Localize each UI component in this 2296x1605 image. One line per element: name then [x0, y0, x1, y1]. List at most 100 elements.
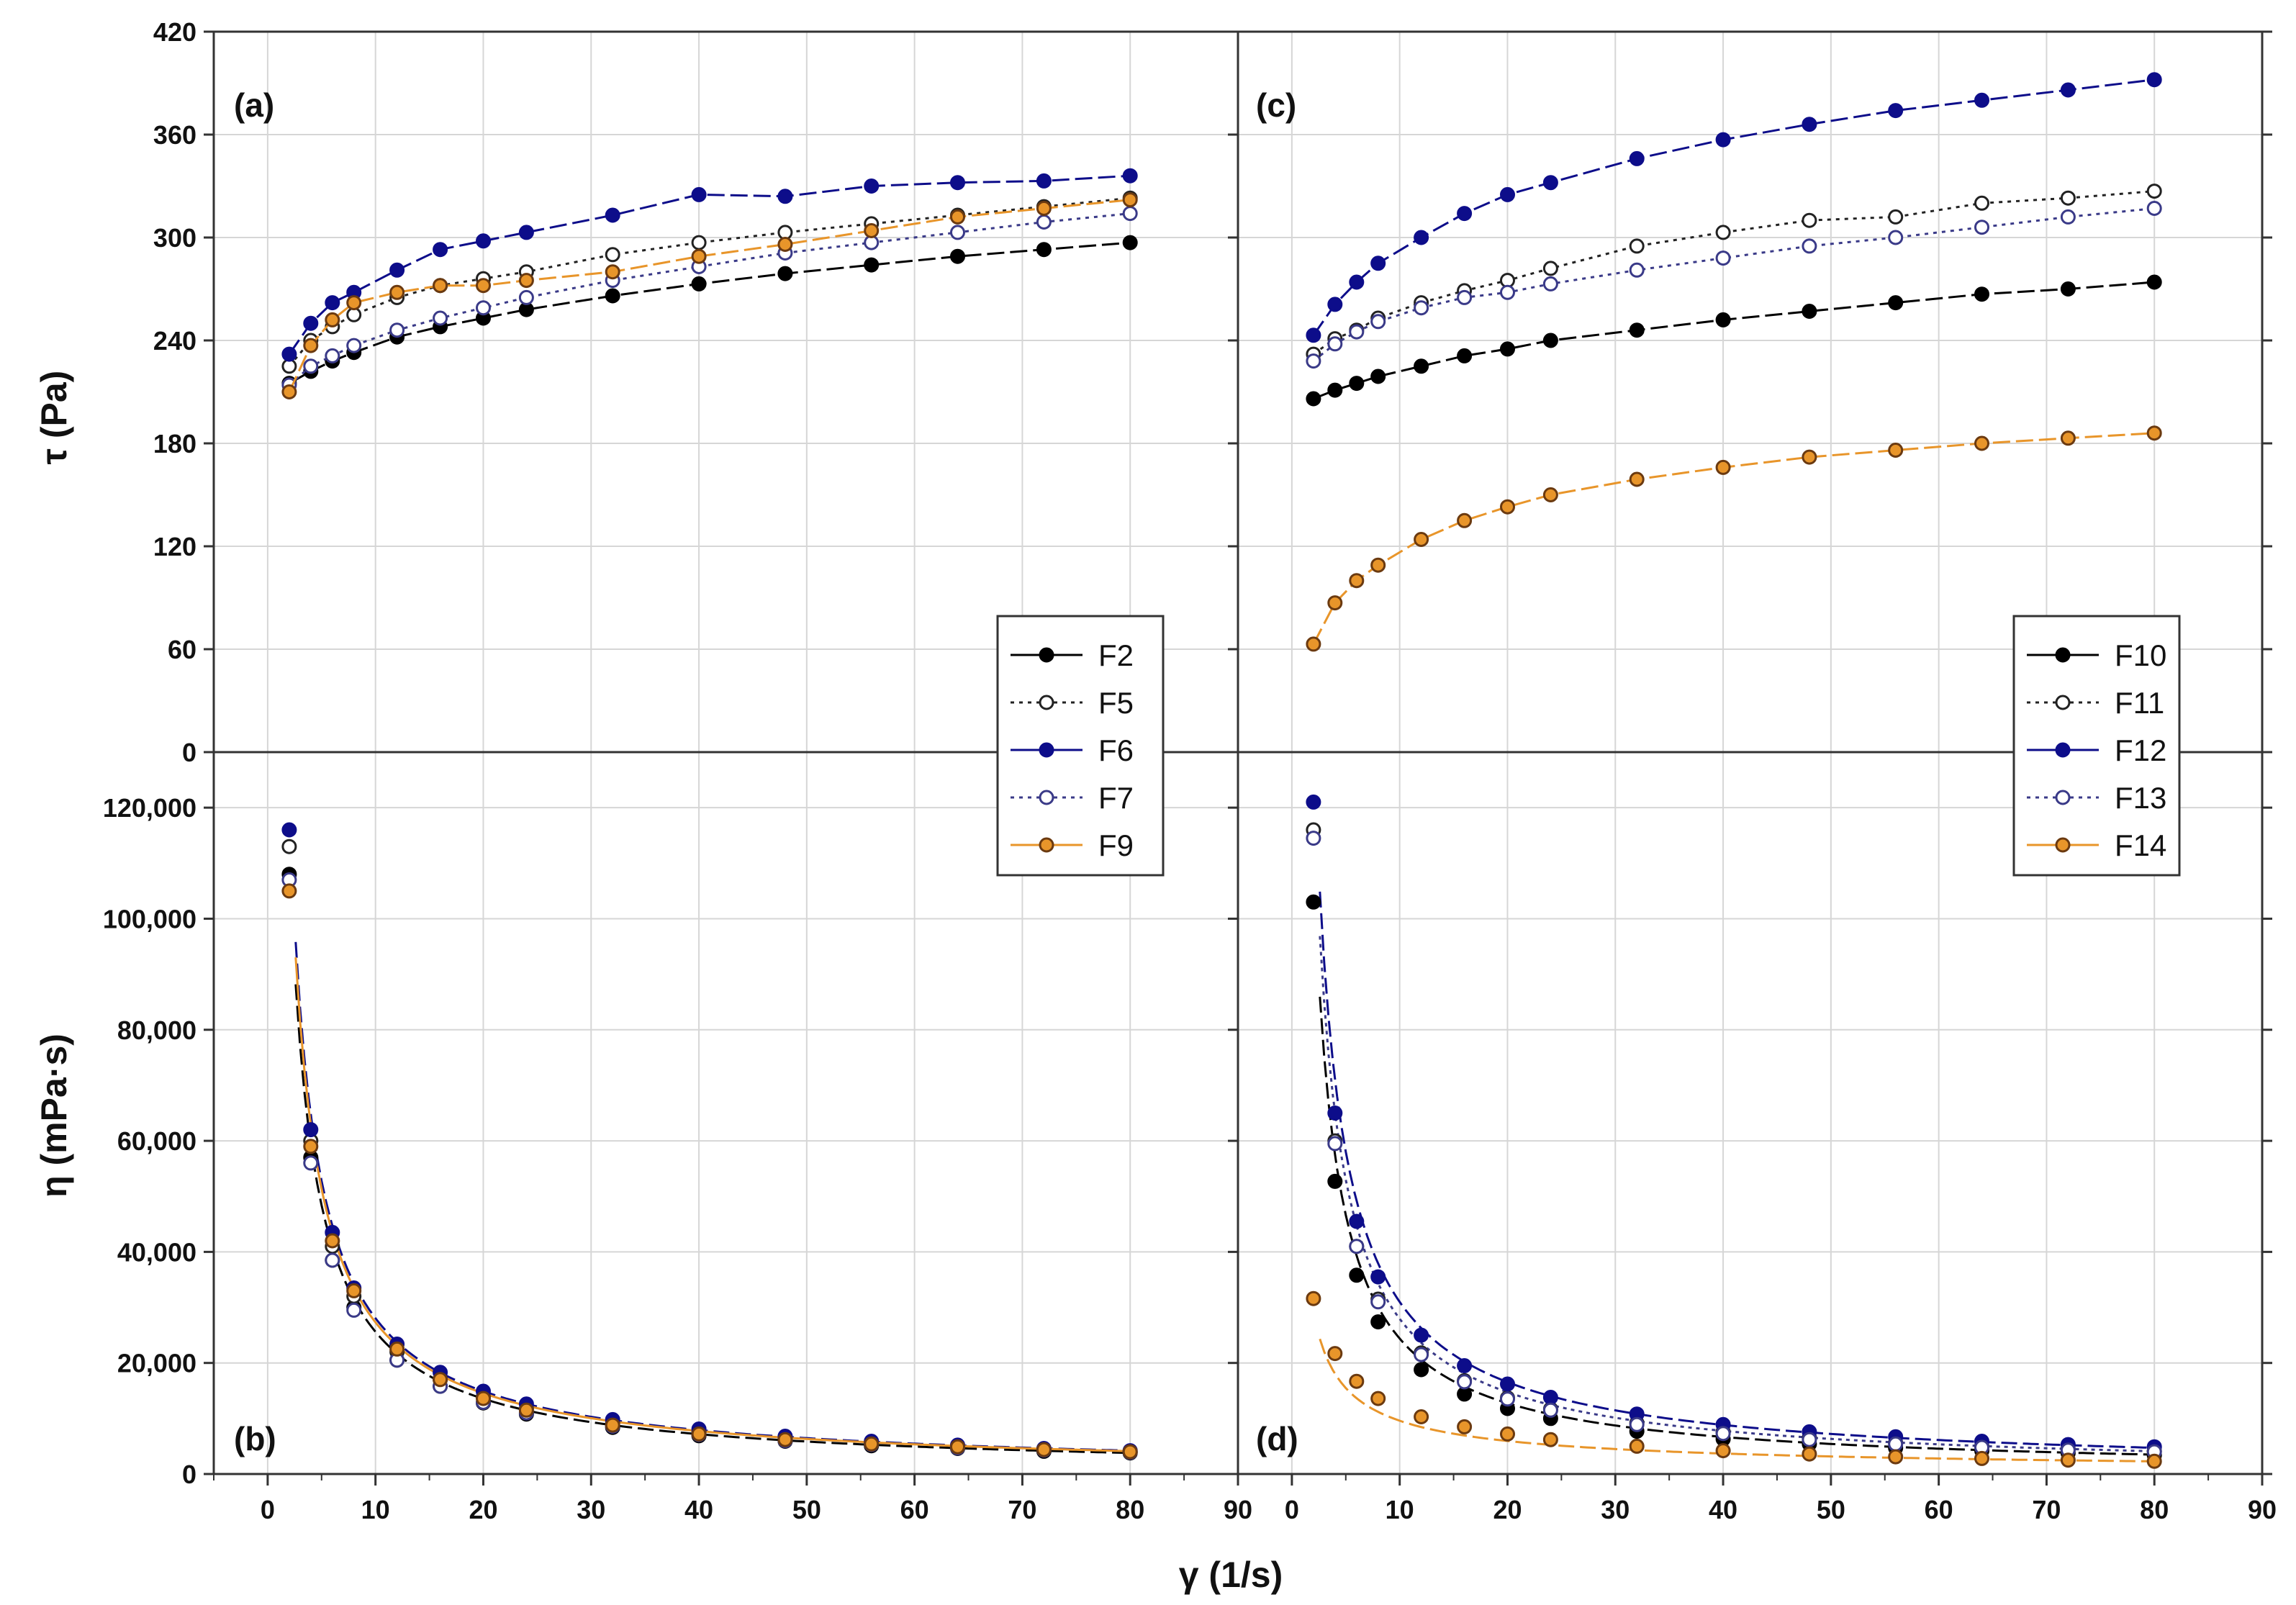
- point-c-F13-6: [1349, 324, 1365, 340]
- y-tick-label-a-360: 360: [153, 120, 196, 150]
- point-d-F10-8: [1370, 1314, 1386, 1330]
- legend-marker-F13: [2055, 790, 2071, 805]
- point-c-F10-24: [1542, 333, 1558, 348]
- point-c-F10-8: [1370, 369, 1386, 384]
- point-c-F13-32: [1629, 262, 1645, 278]
- point-a-F2-32: [605, 288, 620, 304]
- legend-marker-F2: [1039, 647, 1054, 663]
- point-b-F9-6: [325, 1233, 340, 1249]
- point-d-F14-56: [1888, 1449, 1904, 1465]
- point-d-F14-48: [1802, 1446, 1817, 1462]
- point-a-F6-64: [950, 175, 965, 191]
- point-a-F6-80: [1122, 168, 1138, 184]
- point-b-F9-8: [346, 1283, 362, 1298]
- point-c-F11-80: [2146, 184, 2162, 199]
- point-a-F2-80: [1122, 235, 1138, 250]
- point-d-F14-72: [2060, 1452, 2076, 1468]
- point-d-F12-24: [1542, 1390, 1558, 1405]
- y-tick-label-b-0: 0: [182, 1460, 196, 1489]
- point-d-F12-12: [1414, 1327, 1429, 1343]
- point-a-F9-32: [605, 264, 620, 280]
- x-tick-label-b-40: 40: [684, 1495, 713, 1524]
- point-c-F11-48: [1802, 212, 1817, 228]
- point-a-F7-4: [303, 358, 319, 374]
- point-b-F6-2: [281, 822, 297, 838]
- point-c-F10-72: [2060, 281, 2076, 297]
- point-b-F9-80: [1122, 1444, 1138, 1460]
- point-c-F14-8: [1370, 557, 1386, 573]
- point-a-F6-48: [777, 189, 793, 204]
- point-c-F11-40: [1715, 225, 1731, 240]
- point-d-F13-48: [1802, 1432, 1817, 1447]
- point-c-F13-20: [1500, 284, 1515, 300]
- point-d-F13-4: [1327, 1136, 1343, 1152]
- point-d-F13-40: [1715, 1426, 1731, 1442]
- point-c-F12-4: [1327, 297, 1343, 312]
- point-b-F9-32: [605, 1417, 620, 1433]
- point-a-F6-72: [1036, 173, 1052, 189]
- point-c-F12-24: [1542, 175, 1558, 191]
- point-b-F9-72: [1036, 1442, 1052, 1457]
- point-c-F11-64: [1974, 195, 1989, 211]
- point-d-F14-64: [1974, 1450, 1989, 1466]
- x-tick-label-d-30: 30: [1601, 1495, 1630, 1524]
- point-c-F14-24: [1542, 487, 1558, 502]
- x-tick-label-d-0: 0: [1285, 1495, 1299, 1524]
- series-line-a-F7: [288, 212, 1131, 386]
- point-d-F10-2: [1306, 894, 1321, 910]
- point-c-F12-20: [1500, 186, 1515, 202]
- x-tick-label-d-70: 70: [2032, 1495, 2061, 1524]
- point-c-F14-80: [2146, 425, 2162, 441]
- x-tick-label-b-0: 0: [261, 1495, 275, 1524]
- x-tick-label-b-70: 70: [1008, 1495, 1036, 1524]
- point-a-F9-24: [518, 273, 534, 289]
- x-tick-label-b-50: 50: [792, 1495, 821, 1524]
- point-c-F14-12: [1414, 532, 1429, 547]
- point-a-F9-4: [303, 338, 319, 353]
- point-a-F6-40: [691, 186, 707, 202]
- point-a-F2-40: [691, 276, 707, 291]
- legend-box-c: [2012, 615, 2181, 877]
- point-c-F13-24: [1542, 276, 1558, 291]
- point-c-F10-20: [1500, 341, 1515, 357]
- legend-label-F5: F5: [1098, 686, 1134, 720]
- point-d-F10-4: [1327, 1173, 1343, 1189]
- point-c-F12-8: [1370, 256, 1386, 271]
- point-c-F13-2: [1306, 353, 1321, 369]
- point-c-F10-56: [1888, 295, 1904, 311]
- legend-marker-F6: [1039, 742, 1054, 758]
- point-c-F14-16: [1457, 512, 1473, 528]
- point-c-F13-16: [1457, 289, 1473, 305]
- point-a-F9-80: [1122, 192, 1138, 208]
- point-c-F13-80: [2146, 201, 2162, 216]
- fit-curve-d-3: [1319, 1338, 2153, 1462]
- point-c-F14-40: [1715, 459, 1731, 475]
- y-tick-label-a-60: 60: [168, 635, 196, 664]
- legend-label-F6: F6: [1098, 733, 1134, 767]
- series-line-a-F6: [288, 174, 1131, 355]
- point-d-F13-2: [1306, 831, 1321, 846]
- point-c-F12-2: [1306, 327, 1321, 343]
- fit-curve-d-2: [1319, 891, 2153, 1449]
- point-a-F7-8: [346, 338, 362, 353]
- y-tick-label-a-0: 0: [182, 738, 196, 767]
- legend-label-F10: F10: [2115, 638, 2166, 672]
- y-axis-title-eta: η (mPa·s): [34, 1034, 74, 1198]
- point-d-F14-8: [1370, 1391, 1386, 1406]
- point-a-F5-40: [691, 235, 707, 250]
- x-tick-label-b-20: 20: [469, 1495, 497, 1524]
- point-d-F13-32: [1629, 1416, 1645, 1432]
- point-b-F7-6: [325, 1252, 340, 1268]
- point-d-F14-4: [1327, 1346, 1343, 1362]
- point-d-F13-56: [1888, 1436, 1904, 1452]
- point-c-F13-64: [1974, 220, 1989, 235]
- point-a-F6-4: [303, 315, 319, 331]
- legend-marker-F7: [1039, 790, 1054, 805]
- legend-marker-F11: [2055, 695, 2071, 710]
- point-b-F9-20: [476, 1391, 491, 1406]
- point-d-F13-24: [1542, 1402, 1558, 1418]
- point-b-F9-56: [864, 1436, 880, 1452]
- y-tick-label-a-180: 180: [153, 429, 196, 458]
- point-d-F12-6: [1349, 1213, 1365, 1229]
